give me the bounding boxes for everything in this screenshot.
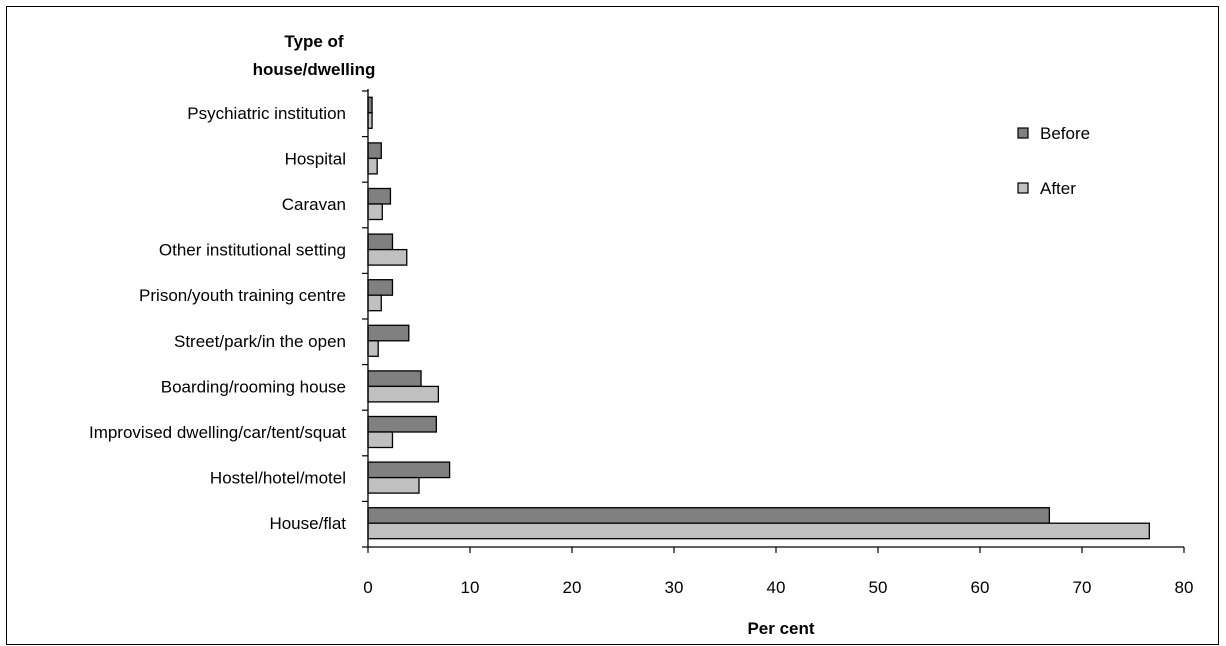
category-label-0: Psychiatric institution [187, 104, 346, 123]
category-label-7: Improvised dwelling/car/tent/squat [89, 423, 346, 442]
category-label-5: Street/park/in the open [174, 332, 346, 351]
chart-frame: Type of house/dwelling Psychiatric insti… [6, 6, 1219, 645]
chart-title: Type of house/dwelling [253, 32, 376, 79]
category-label-6: Boarding/rooming house [161, 377, 346, 396]
category-label-3: Other institutional setting [159, 241, 346, 260]
x-axis-ticks: 0 10 20 30 40 50 60 70 80 [363, 547, 1193, 597]
bar-before-7 [367, 415, 437, 433]
bars-group [367, 96, 1150, 540]
chart-title-line-2: house/dwelling [253, 60, 376, 79]
category-label-2: Caravan [282, 195, 346, 214]
bar-after-7 [367, 431, 394, 449]
legend-swatch-before [1017, 127, 1029, 139]
bar-after-2 [367, 203, 383, 221]
axes [362, 89, 1184, 548]
category-label-9: House/flat [269, 514, 346, 533]
bar-chart: Type of house/dwelling Psychiatric insti… [89, 32, 1193, 638]
bar-before-6 [367, 370, 422, 388]
legend-swatch-after [1017, 182, 1029, 194]
bar-before-4 [367, 279, 394, 296]
bar-after-6 [367, 385, 440, 403]
bar-before-5 [367, 324, 410, 342]
x-tick-label-8: 80 [1175, 578, 1194, 597]
category-labels: Psychiatric institution Hospital Caravan Ot… [89, 104, 346, 533]
bar-after-4 [367, 294, 382, 312]
legend-label-before: Before [1040, 124, 1090, 143]
legend: Before After [1017, 124, 1090, 198]
bar-before-1 [367, 142, 382, 160]
x-tick-label-2: 20 [563, 578, 582, 597]
x-axis-label: Per cent [747, 619, 814, 638]
bar-before-3 [367, 233, 394, 251]
x-tick-label-1: 10 [461, 578, 480, 597]
bar-before-9 [367, 507, 1051, 524]
bar-after-1 [367, 157, 378, 175]
x-tick-label-3: 30 [665, 578, 684, 597]
x-tick-label-5: 50 [869, 578, 888, 597]
bar-after-8 [367, 476, 420, 494]
bar-after-5 [367, 340, 379, 357]
chart-title-line-1: Type of [284, 32, 344, 51]
bar-before-8 [367, 461, 451, 479]
bar-after-3 [367, 248, 408, 266]
legend-label-after: After [1040, 179, 1076, 198]
bar-after-9 [367, 522, 1150, 540]
bar-before-2 [367, 187, 392, 205]
x-tick-label-0: 0 [363, 578, 372, 597]
x-tick-label-4: 40 [767, 578, 786, 597]
x-tick-label-7: 70 [1073, 578, 1092, 597]
category-label-4: Prison/youth training centre [139, 286, 346, 305]
category-label-1: Hospital [285, 149, 346, 168]
x-tick-label-6: 60 [971, 578, 990, 597]
category-label-8: Hostel/hotel/motel [210, 469, 346, 488]
